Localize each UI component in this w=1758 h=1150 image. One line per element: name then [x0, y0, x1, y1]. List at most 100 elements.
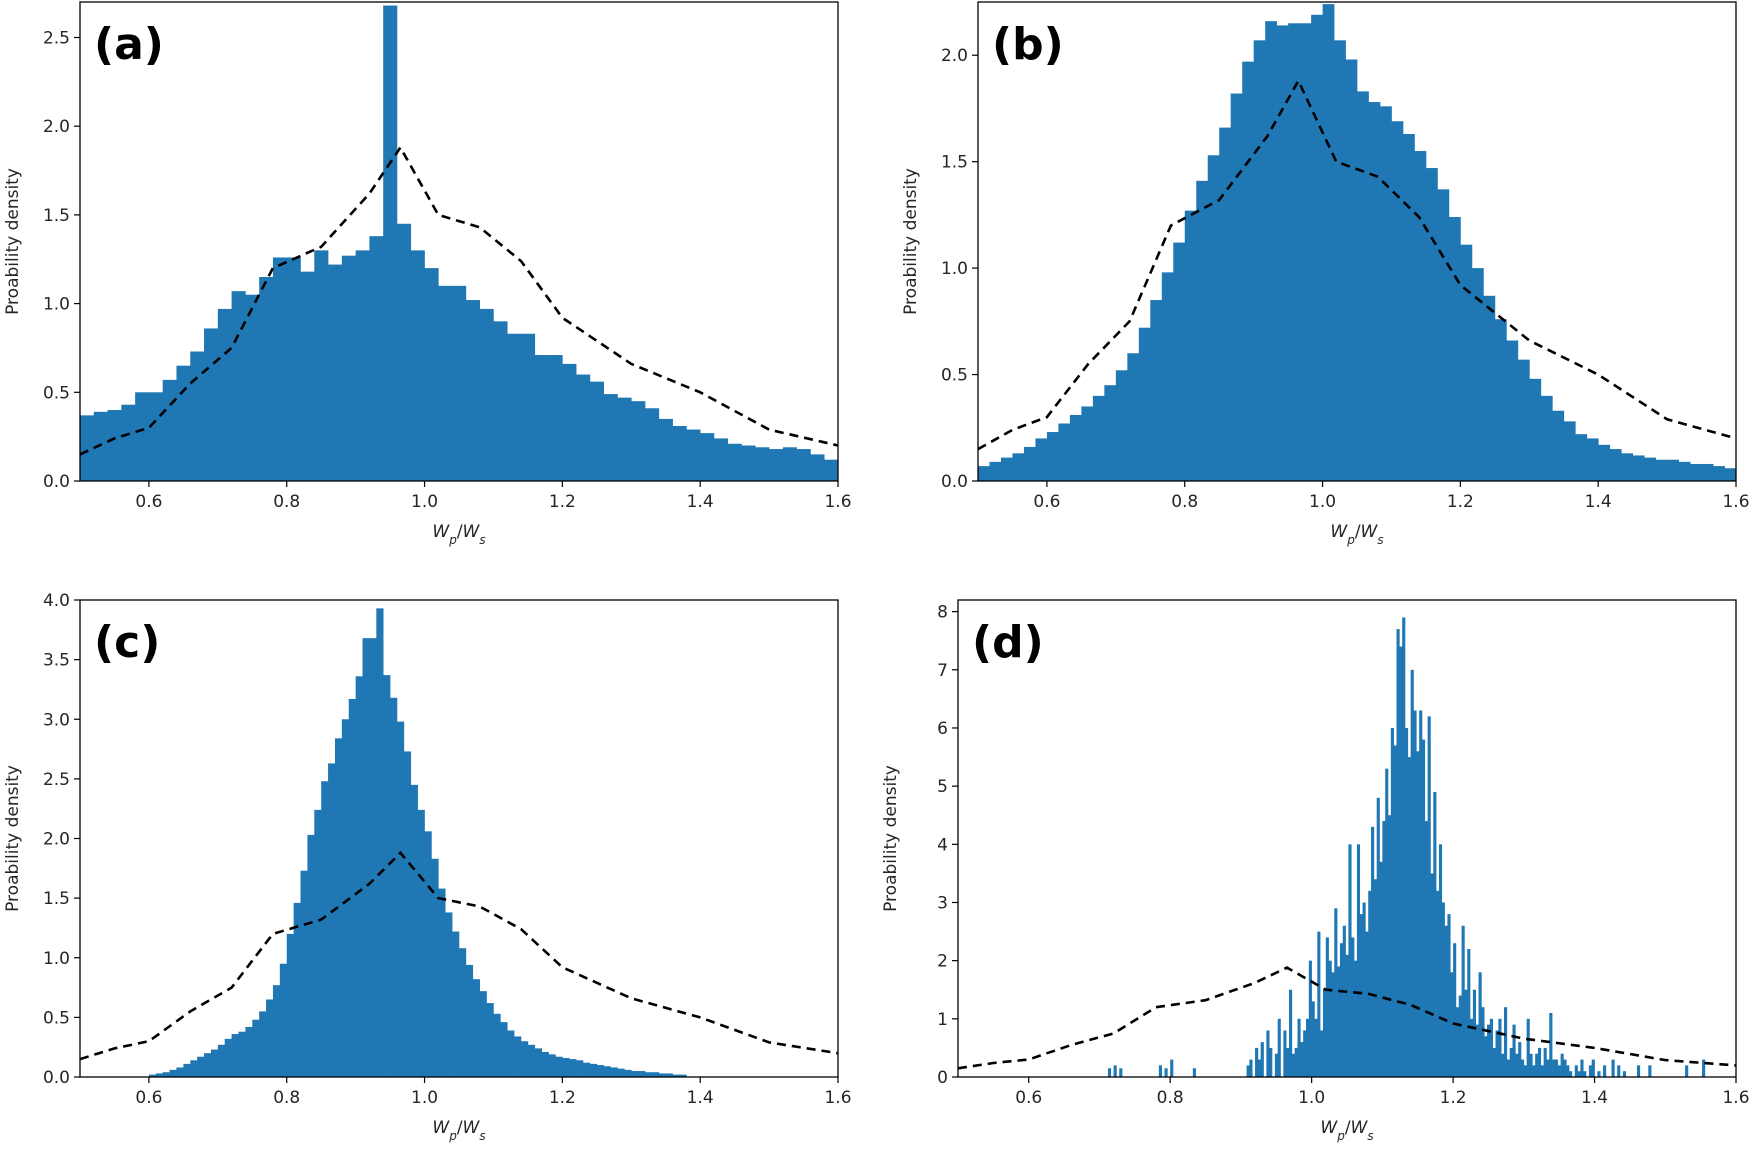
histogram-bar: [1575, 434, 1588, 481]
histogram-bar: [293, 902, 301, 1077]
histogram-bar: [1467, 949, 1471, 1077]
histogram-bar: [417, 809, 425, 1077]
y-tick-label: 0: [937, 1068, 948, 1088]
histogram-bar: [755, 447, 770, 481]
histogram-bar: [589, 1063, 598, 1077]
histogram-bar: [1322, 4, 1335, 481]
histogram-bar: [741, 445, 756, 481]
histogram-bar: [424, 268, 439, 481]
histogram-bar: [210, 1049, 219, 1077]
histogram-bar: [1138, 327, 1151, 481]
y-tick-label: 2: [937, 952, 948, 972]
histogram-bar: [672, 1074, 680, 1077]
histogram-bar: [1303, 1030, 1307, 1077]
histogram-bar: [286, 933, 294, 1077]
histogram-bar: [1289, 989, 1293, 1077]
histogram-bar: [824, 459, 838, 481]
x-tick-label: 1.2: [1440, 1088, 1467, 1108]
y-tick-label: 0.5: [43, 383, 70, 403]
histogram-bar: [548, 355, 563, 481]
histogram-bar: [383, 5, 398, 481]
y-tick-label: 1.0: [941, 259, 968, 279]
histogram-bar: [1430, 873, 1434, 1077]
histogram-bar: [514, 1036, 522, 1077]
histogram-bar: [500, 1022, 508, 1077]
histogram-bar: [231, 291, 246, 481]
x-tick-label: 0.8: [273, 1088, 300, 1108]
histogram-bar: [507, 333, 522, 481]
histogram-bar: [1396, 629, 1400, 1077]
histogram-bar: [224, 1038, 232, 1077]
histogram-bar: [1328, 960, 1332, 1077]
histogram-bars: [1107, 617, 1706, 1077]
histogram-bar: [1257, 1059, 1262, 1077]
histogram-bar: [1563, 421, 1576, 481]
y-tick-label: 3: [937, 893, 948, 913]
x-tick-label: 1.6: [1722, 1088, 1749, 1108]
y-axis-label: Proability density: [3, 765, 23, 912]
histogram-bar: [204, 1053, 212, 1077]
chart-panel-2: 0.6 0.8 1.0 1.2 1.4 1.6 0.0 0.5 1.0 1.5 2.0 Wp/Ws Pr…: [901, 1, 1750, 547]
histogram-bar: [1520, 1059, 1525, 1077]
histogram-bar: [1371, 826, 1375, 1077]
histogram-bar: [638, 1071, 646, 1077]
y-tick-label: 2.0: [43, 830, 70, 850]
histogram-bar: [403, 751, 412, 1077]
histogram-bar: [796, 449, 811, 481]
histogram-bar: [431, 858, 439, 1077]
histogram-bar: [583, 1062, 591, 1077]
histogram-bar: [1035, 438, 1048, 481]
histogram-bar: [1506, 340, 1519, 481]
histogram-bar: [1591, 1059, 1595, 1077]
y-tick-label: 2.0: [43, 117, 70, 137]
histogram-bar: [1470, 1018, 1474, 1077]
histogram-bar: [1464, 989, 1468, 1077]
histogram-bar: [1655, 459, 1668, 481]
histogram-bar: [1373, 879, 1378, 1077]
panel-label: (a): [94, 19, 164, 70]
histogram-bars: [978, 4, 1736, 481]
histogram-bar: [1351, 937, 1355, 1077]
histogram-bar: [631, 1071, 639, 1077]
x-tick-label: 1.0: [1309, 492, 1336, 512]
histogram-bar: [424, 831, 432, 1077]
histogram-bar: [493, 321, 508, 481]
histogram-bar: [1724, 468, 1736, 481]
histogram-bar: [1266, 1030, 1270, 1077]
histogram-bar: [1436, 890, 1440, 1077]
x-tick-label: 0.8: [273, 492, 300, 512]
histogram-bar: [1425, 168, 1438, 481]
histogram-bar: [452, 285, 467, 481]
histogram-bar: [1274, 1053, 1278, 1077]
histogram-bar: [1230, 93, 1243, 481]
histogram-bar: [576, 374, 591, 481]
y-tick-label: 1.5: [43, 889, 70, 909]
histogram-bar: [93, 411, 108, 481]
chart-panel-3: 0.6 0.8 1.0 1.2 1.4 1.6 0.0 0.5 1.0 1.5 2.0 2.5 3.0 3…: [3, 591, 852, 1143]
histogram-bar: [576, 1060, 584, 1077]
histogram-bar: [355, 250, 370, 481]
histogram-bar: [1461, 925, 1465, 1077]
histogram-bar: [1498, 1018, 1502, 1077]
histogram-bar: [279, 963, 288, 1077]
x-tick-label: 1.2: [549, 1088, 576, 1108]
histogram-bar: [135, 392, 150, 481]
histogram-bar: [1322, 989, 1327, 1077]
histogram-bar: [1173, 242, 1186, 481]
histogram-bar: [1023, 446, 1036, 481]
x-tick-label: 1.2: [1447, 492, 1474, 512]
histogram-bar: [1356, 844, 1361, 1077]
histogram-bar: [1294, 1047, 1298, 1077]
histogram-bar: [1000, 457, 1013, 481]
histogram-bar: [1509, 1047, 1513, 1077]
histogram-bar: [1265, 21, 1277, 481]
histogram-bar: [341, 255, 356, 481]
histogram-bar: [1092, 395, 1105, 481]
histogram-bar: [176, 365, 191, 481]
histogram-bar: [1549, 1013, 1553, 1077]
histogram-bar: [1390, 727, 1394, 1077]
histogram-bar: [438, 888, 446, 1077]
y-axis-label: Proability density: [3, 168, 23, 315]
histogram-bar: [1407, 757, 1411, 1077]
x-tick-label: 0.8: [1171, 492, 1198, 512]
